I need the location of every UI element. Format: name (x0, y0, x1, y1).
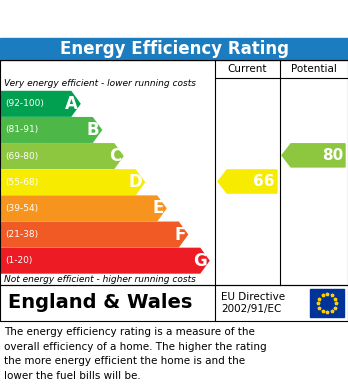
Bar (310, 289, 344, 317)
Text: B: B (87, 121, 100, 139)
Text: (21-38): (21-38) (5, 230, 38, 239)
Text: 66: 66 (253, 174, 275, 189)
Text: Current: Current (228, 64, 267, 74)
Text: Not energy efficient - higher running costs: Not energy efficient - higher running co… (4, 274, 196, 283)
Text: (92-100): (92-100) (5, 99, 44, 108)
Text: F: F (174, 226, 185, 244)
Polygon shape (1, 196, 166, 221)
Text: (1-20): (1-20) (5, 256, 32, 265)
Text: Very energy efficient - lower running costs: Very energy efficient - lower running co… (4, 79, 196, 88)
Text: (39-54): (39-54) (5, 204, 38, 213)
Text: (81-91): (81-91) (5, 126, 38, 135)
Bar (0, 60, 348, 285)
Polygon shape (218, 170, 277, 193)
Text: C: C (109, 147, 121, 165)
Polygon shape (1, 91, 80, 116)
Text: Energy Efficiency Rating: Energy Efficiency Rating (60, 40, 288, 58)
Polygon shape (1, 170, 144, 195)
Text: D: D (129, 173, 142, 191)
Text: 80: 80 (322, 148, 343, 163)
Polygon shape (1, 118, 102, 142)
Text: EU Directive
2002/91/EC: EU Directive 2002/91/EC (221, 292, 285, 314)
Text: England & Wales: England & Wales (8, 294, 192, 312)
Polygon shape (1, 248, 209, 273)
Text: (55-68): (55-68) (5, 178, 38, 187)
Text: A: A (65, 95, 78, 113)
Text: (69-80): (69-80) (5, 152, 38, 161)
Text: E: E (152, 199, 164, 217)
Polygon shape (1, 144, 123, 169)
Bar (0, 285, 348, 321)
Text: The energy efficiency rating is a measure of the
overall efficiency of a home. T: The energy efficiency rating is a measur… (4, 327, 267, 381)
Polygon shape (1, 222, 188, 247)
Text: Potential: Potential (291, 64, 337, 74)
Text: G: G (193, 252, 207, 270)
Bar (0, 38, 348, 60)
Polygon shape (282, 144, 345, 167)
